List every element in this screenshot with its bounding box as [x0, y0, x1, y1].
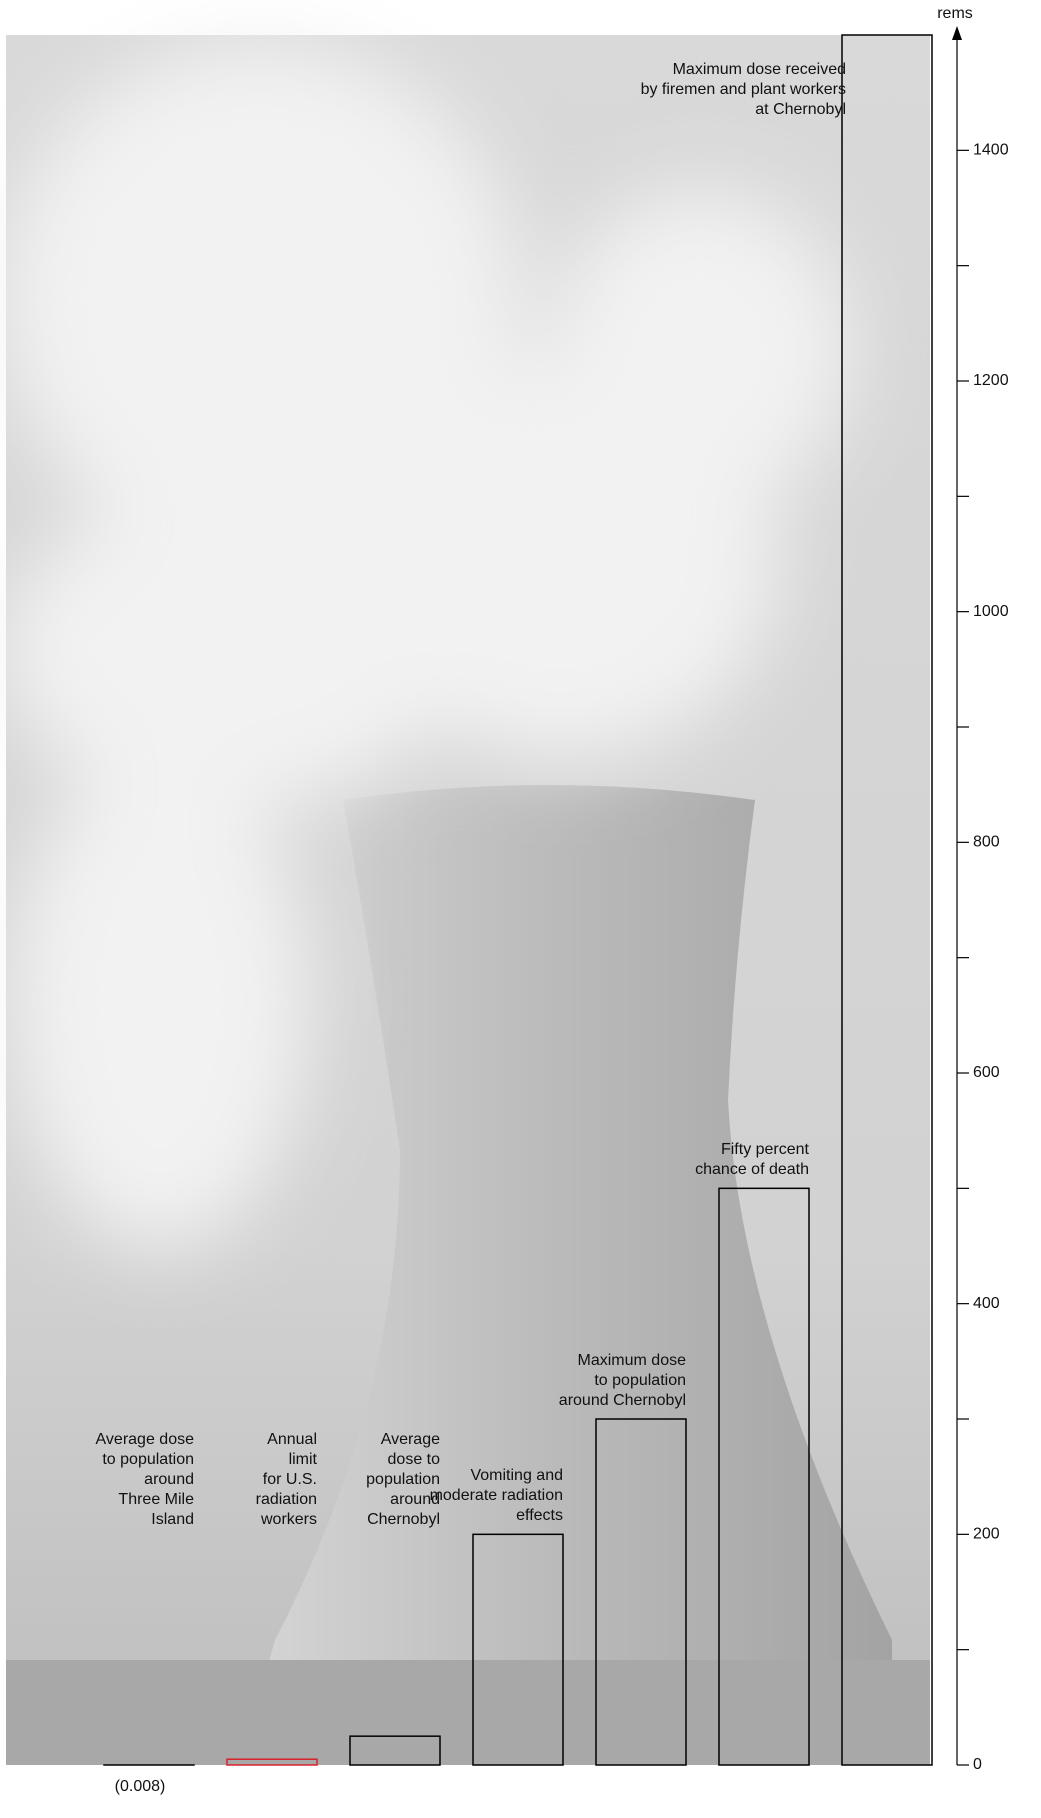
value-label: (0.008)	[115, 1778, 166, 1795]
y-tick-label: 800	[973, 834, 1000, 851]
y-tick-label: 200	[973, 1526, 1000, 1543]
category-label: Fifty percent chance of death	[695, 1141, 809, 1179]
category-label: Average dose to population around Cherno…	[366, 1431, 440, 1528]
category-label: Vomiting and moderate radiation effects	[429, 1467, 563, 1525]
bar	[472, 1533, 564, 1766]
y-axis-label: rems	[937, 5, 973, 22]
bar	[349, 1735, 441, 1766]
bar	[841, 34, 933, 1766]
y-tick-label: 1200	[973, 372, 1009, 389]
bar	[595, 1418, 687, 1766]
background-photo	[0, 35, 930, 1765]
bar	[718, 1187, 810, 1766]
category-label: Maximum dose to population around Cherno…	[558, 1352, 686, 1409]
y-tick-label: 1000	[973, 603, 1009, 620]
category-label: Annual limit for U.S. radiation workers	[255, 1431, 317, 1528]
bar	[226, 1758, 318, 1766]
y-tick-label: 0	[973, 1756, 982, 1773]
category-label: Maximum dose received by firemen and pla…	[640, 61, 846, 118]
y-tick-label: 600	[973, 1064, 1000, 1081]
axis-arrow	[952, 26, 962, 40]
y-tick-label: 1400	[973, 142, 1009, 159]
y-tick-label: 400	[973, 1295, 1000, 1312]
category-label: Average dose to population around Three …	[95, 1431, 194, 1528]
